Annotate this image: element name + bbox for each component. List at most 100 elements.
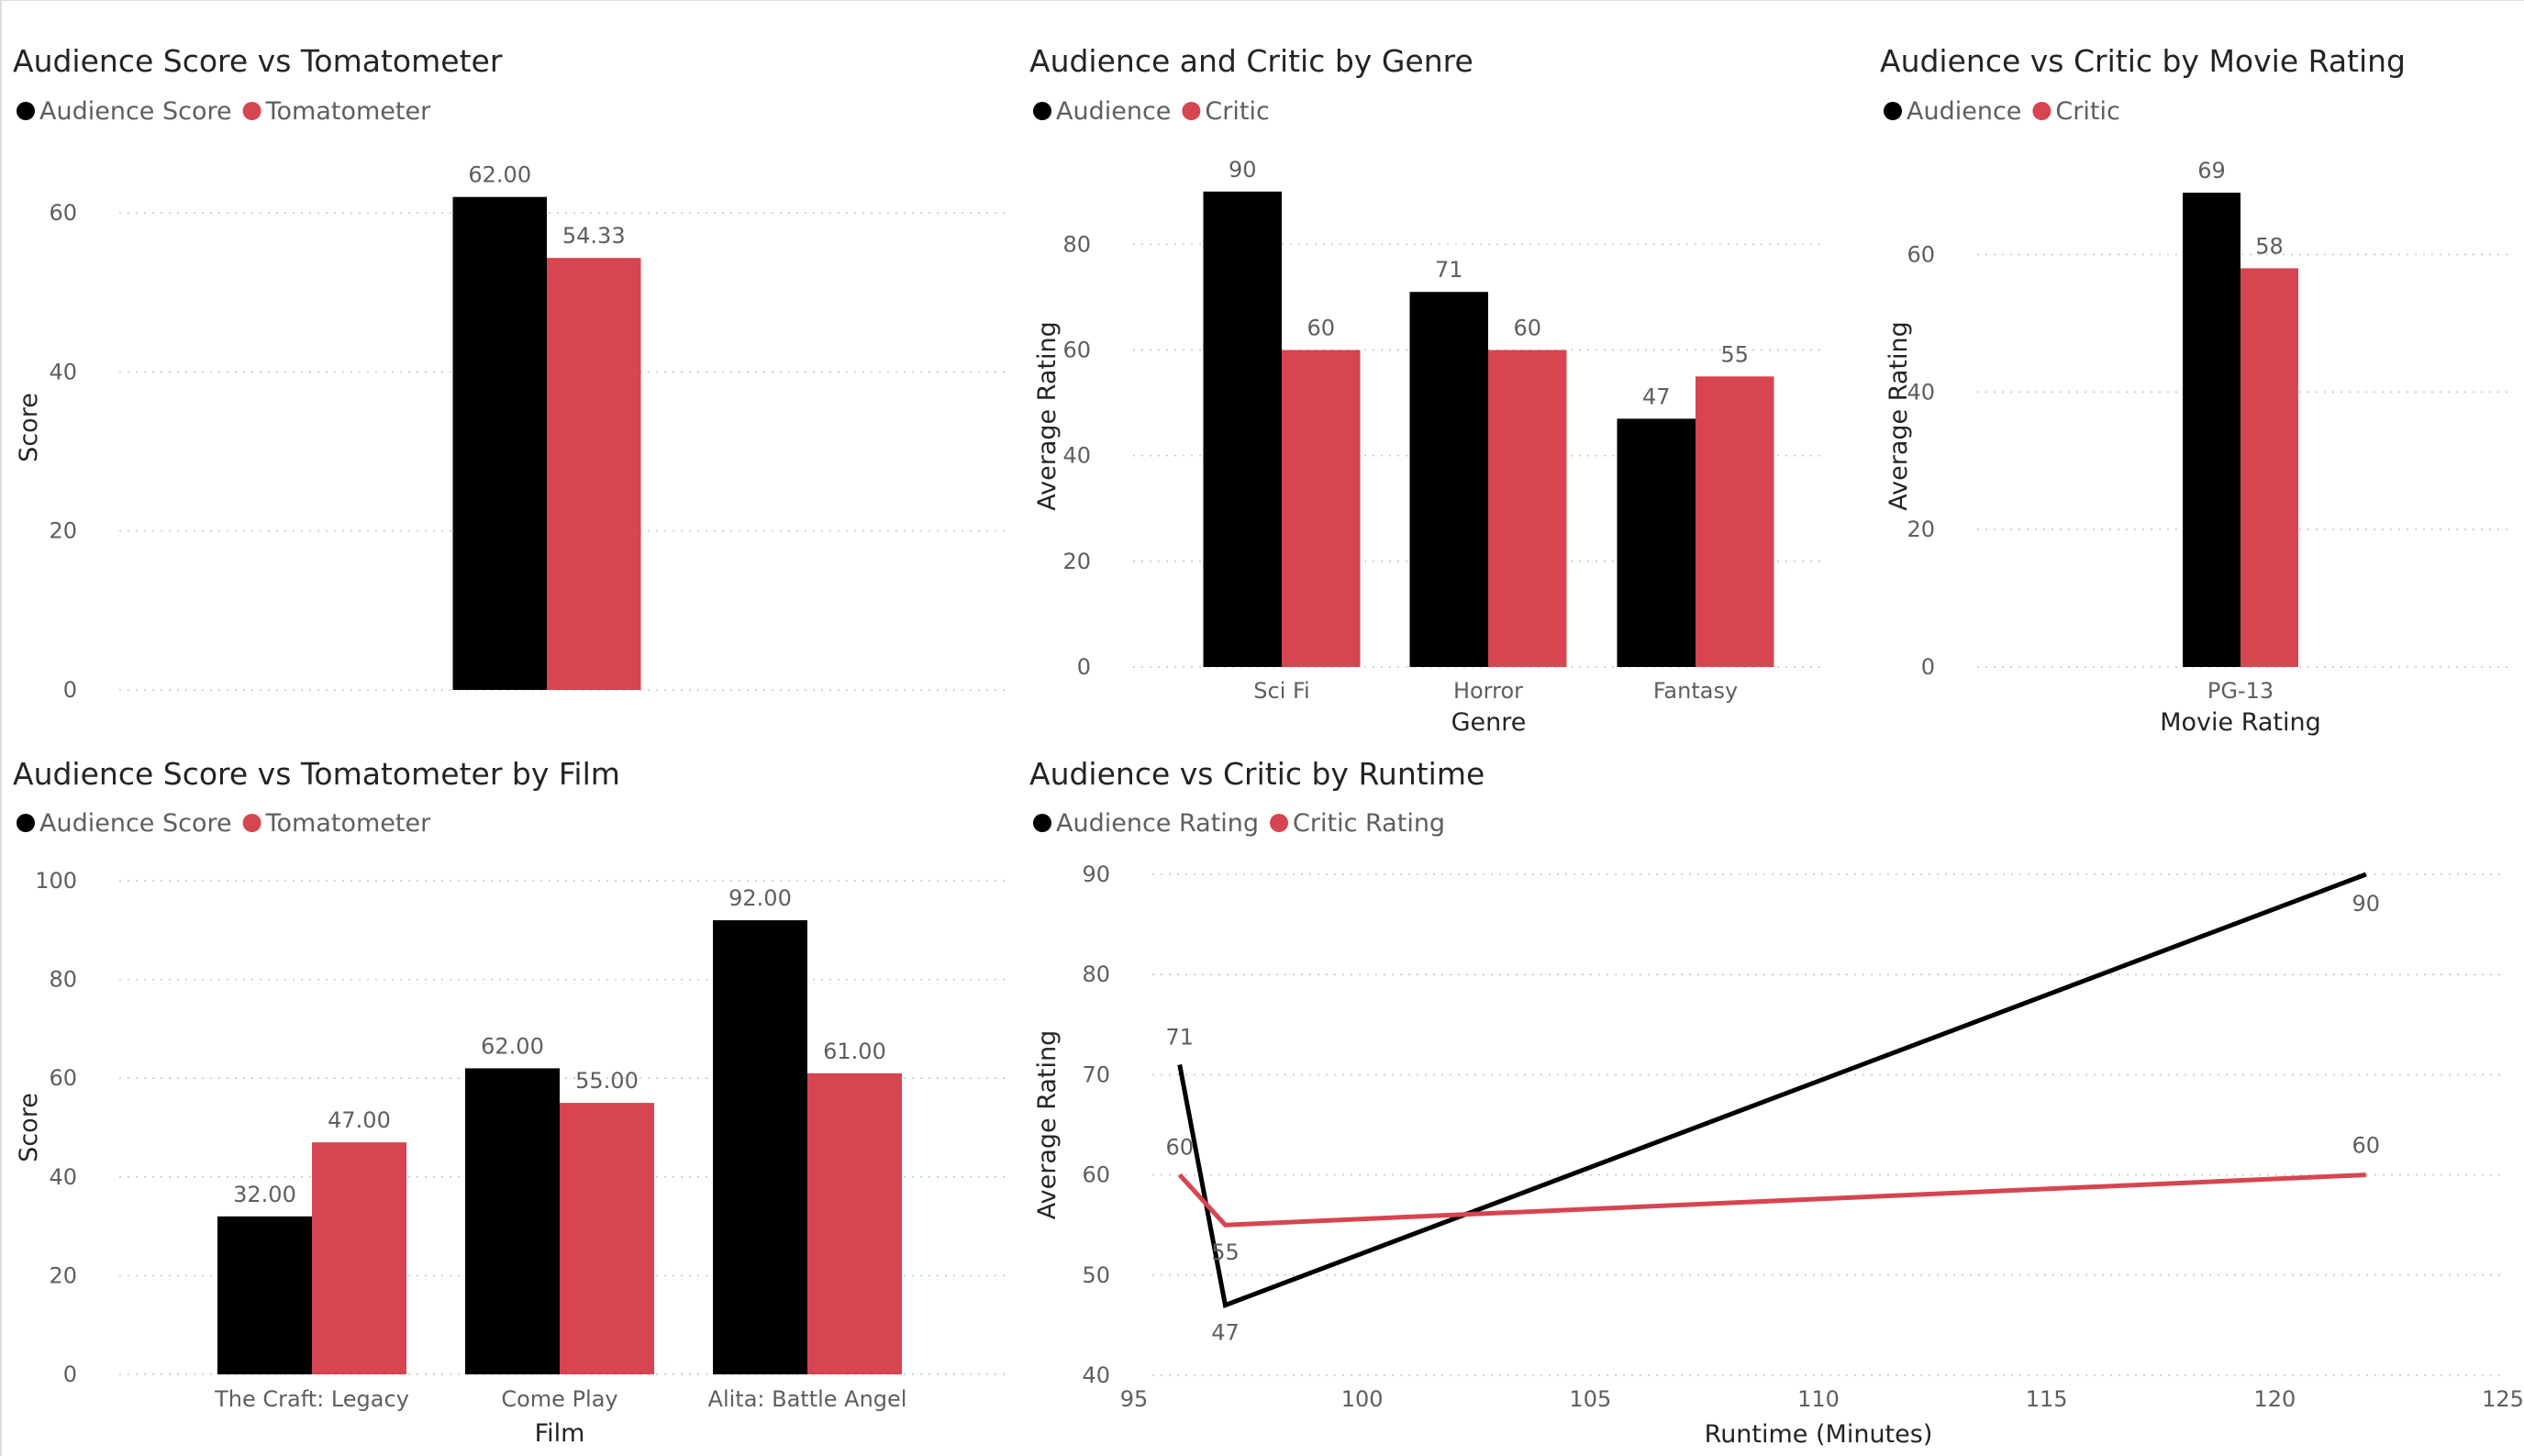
- bar-audience[interactable]: [713, 920, 807, 1374]
- chart-title: Audience vs Critic by Movie Rating: [1880, 43, 2406, 79]
- y-tick-label: 60: [49, 200, 77, 226]
- bar-critic[interactable]: [547, 258, 641, 690]
- data-label: 60: [1513, 316, 1541, 341]
- legend-item-audience[interactable]: Audience Score: [39, 97, 232, 126]
- bar-audience[interactable]: [465, 1068, 560, 1374]
- legend-item-audience[interactable]: Audience: [1907, 97, 2021, 126]
- legend-marker-critic-icon: [242, 814, 261, 832]
- audience-vs-tomatometer-visual[interactable]: Audience Score vs Tomatometer Audience Sc…: [13, 43, 1005, 703]
- critic-by-rating-visual[interactable]: Audience vs Critic by Movie Rating Audien…: [1880, 43, 2514, 737]
- y-tick-label: 60: [1062, 338, 1091, 363]
- legend-marker-critic-icon: [242, 102, 261, 120]
- line-series-audience[interactable]: [1177, 872, 2367, 1308]
- legend-marker-audience-icon: [17, 814, 35, 832]
- x-axis-title: Film: [535, 1419, 585, 1448]
- x-tick-label: 125: [2482, 1386, 2524, 1412]
- y-tick-label: 80: [49, 967, 77, 993]
- x-category-label: Fantasy: [1653, 678, 1738, 704]
- bar-audience[interactable]: [1203, 191, 1283, 667]
- legend-marker-audience-icon: [1884, 102, 1902, 120]
- y-tick-label: 60: [49, 1065, 77, 1091]
- data-label: 47.00: [328, 1107, 391, 1133]
- bar-critic[interactable]: [2240, 268, 2298, 667]
- data-label: 47: [1211, 1320, 1240, 1346]
- bar-critic[interactable]: [560, 1103, 654, 1374]
- bar-audience[interactable]: [452, 196, 548, 690]
- x-tick-label: 105: [1569, 1386, 1611, 1412]
- x-category-label: Horror: [1453, 678, 1523, 704]
- legend-item-audience[interactable]: Audience Score: [39, 809, 232, 838]
- critic-by-runtime-visual[interactable]: Audience vs Critic by Runtime Audience Ra…: [1029, 756, 2524, 1449]
- y-tick-label: 40: [1082, 1362, 1110, 1388]
- legend-marker-audience-icon: [17, 102, 35, 120]
- legend-item-critic[interactable]: Tomatometer: [265, 809, 431, 838]
- y-tick-label: 60: [1082, 1162, 1110, 1188]
- data-label: 90: [1229, 157, 1257, 183]
- legend-item-critic[interactable]: Critic: [2055, 97, 2119, 126]
- data-label: 55: [1211, 1239, 1240, 1265]
- legend-marker-audience-icon: [1033, 814, 1051, 832]
- legend-item-critic[interactable]: Tomatometer: [265, 97, 431, 126]
- bar-critic[interactable]: [1282, 350, 1361, 667]
- legend-item-audience[interactable]: Audience: [1056, 97, 1171, 126]
- legend-item-critic[interactable]: Critic Rating: [1293, 809, 1445, 838]
- y-tick-label: 0: [63, 1362, 77, 1387]
- y-axis-title: Score: [15, 1093, 43, 1162]
- bar-audience[interactable]: [1409, 292, 1489, 667]
- x-tick-label: 115: [2026, 1386, 2068, 1412]
- score-by-film-visual[interactable]: Audience Score vs Tomatometer by Film Aud…: [13, 756, 1005, 1448]
- x-tick-label: 95: [1120, 1386, 1149, 1412]
- x-tick-label: 120: [2253, 1386, 2296, 1412]
- legend-marker-audience-icon: [1033, 102, 1051, 120]
- x-category-label: Come Play: [501, 1386, 617, 1412]
- data-label: 61.00: [823, 1039, 886, 1064]
- chart-title: Audience vs Critic by Runtime: [1029, 756, 1484, 792]
- legend-item-audience[interactable]: Audience Rating: [1056, 809, 1259, 838]
- critic-by-genre-visual[interactable]: Audience and Critic by Genre Audience Crit…: [1029, 43, 1826, 737]
- chart-title: Audience Score vs Tomatometer: [13, 43, 503, 79]
- bar-critic[interactable]: [312, 1142, 406, 1374]
- x-category-label: Alita: Battle Angel: [708, 1386, 907, 1412]
- y-axis-title: Score: [15, 393, 43, 462]
- y-tick-label: 90: [1082, 861, 1110, 887]
- bar-critic[interactable]: [1488, 350, 1567, 667]
- y-tick-label: 100: [35, 868, 77, 894]
- data-label: 58: [2255, 233, 2284, 259]
- x-category-label: PG-13: [2207, 678, 2274, 704]
- bar-audience[interactable]: [217, 1216, 312, 1374]
- y-tick-label: 20: [1907, 517, 1935, 542]
- data-label: 60: [2352, 1133, 2381, 1159]
- y-tick-label: 20: [1062, 549, 1091, 574]
- line-series-critic[interactable]: [1177, 1173, 2366, 1228]
- data-label: 47: [1642, 383, 1671, 409]
- y-tick-label: 0: [63, 677, 77, 703]
- data-label: 92.00: [728, 885, 792, 911]
- x-axis-title: Genre: [1451, 708, 1527, 737]
- data-label: 32.00: [233, 1182, 296, 1207]
- data-label: 90: [2352, 891, 2381, 917]
- y-axis-title: Average Rating: [1033, 321, 1062, 511]
- data-label: 55.00: [575, 1068, 639, 1094]
- bar-audience[interactable]: [2183, 192, 2240, 667]
- chart-title: Audience and Critic by Genre: [1029, 43, 1473, 79]
- y-tick-label: 0: [1921, 654, 1935, 680]
- y-axis-title: Average Rating: [1885, 321, 1913, 511]
- legend-item-critic[interactable]: Critic: [1205, 97, 1269, 126]
- bar-audience[interactable]: [1617, 418, 1696, 667]
- x-tick-label: 110: [1797, 1386, 1840, 1412]
- bar-critic[interactable]: [807, 1073, 902, 1374]
- y-tick-label: 40: [49, 1164, 77, 1190]
- bar-critic[interactable]: [1696, 376, 1774, 667]
- y-tick-label: 40: [1907, 379, 1935, 405]
- chart-title: Audience Score vs Tomatometer by Film: [13, 756, 620, 792]
- y-tick-label: 20: [49, 518, 77, 544]
- y-tick-label: 80: [1062, 231, 1091, 257]
- data-label: 55: [1720, 341, 1749, 367]
- data-label: 62.00: [481, 1033, 544, 1059]
- y-tick-label: 20: [49, 1262, 77, 1288]
- y-tick-label: 40: [1062, 443, 1091, 469]
- y-tick-label: 80: [1082, 961, 1110, 987]
- data-label: 69: [2197, 158, 2226, 183]
- x-tick-label: 100: [1341, 1386, 1384, 1412]
